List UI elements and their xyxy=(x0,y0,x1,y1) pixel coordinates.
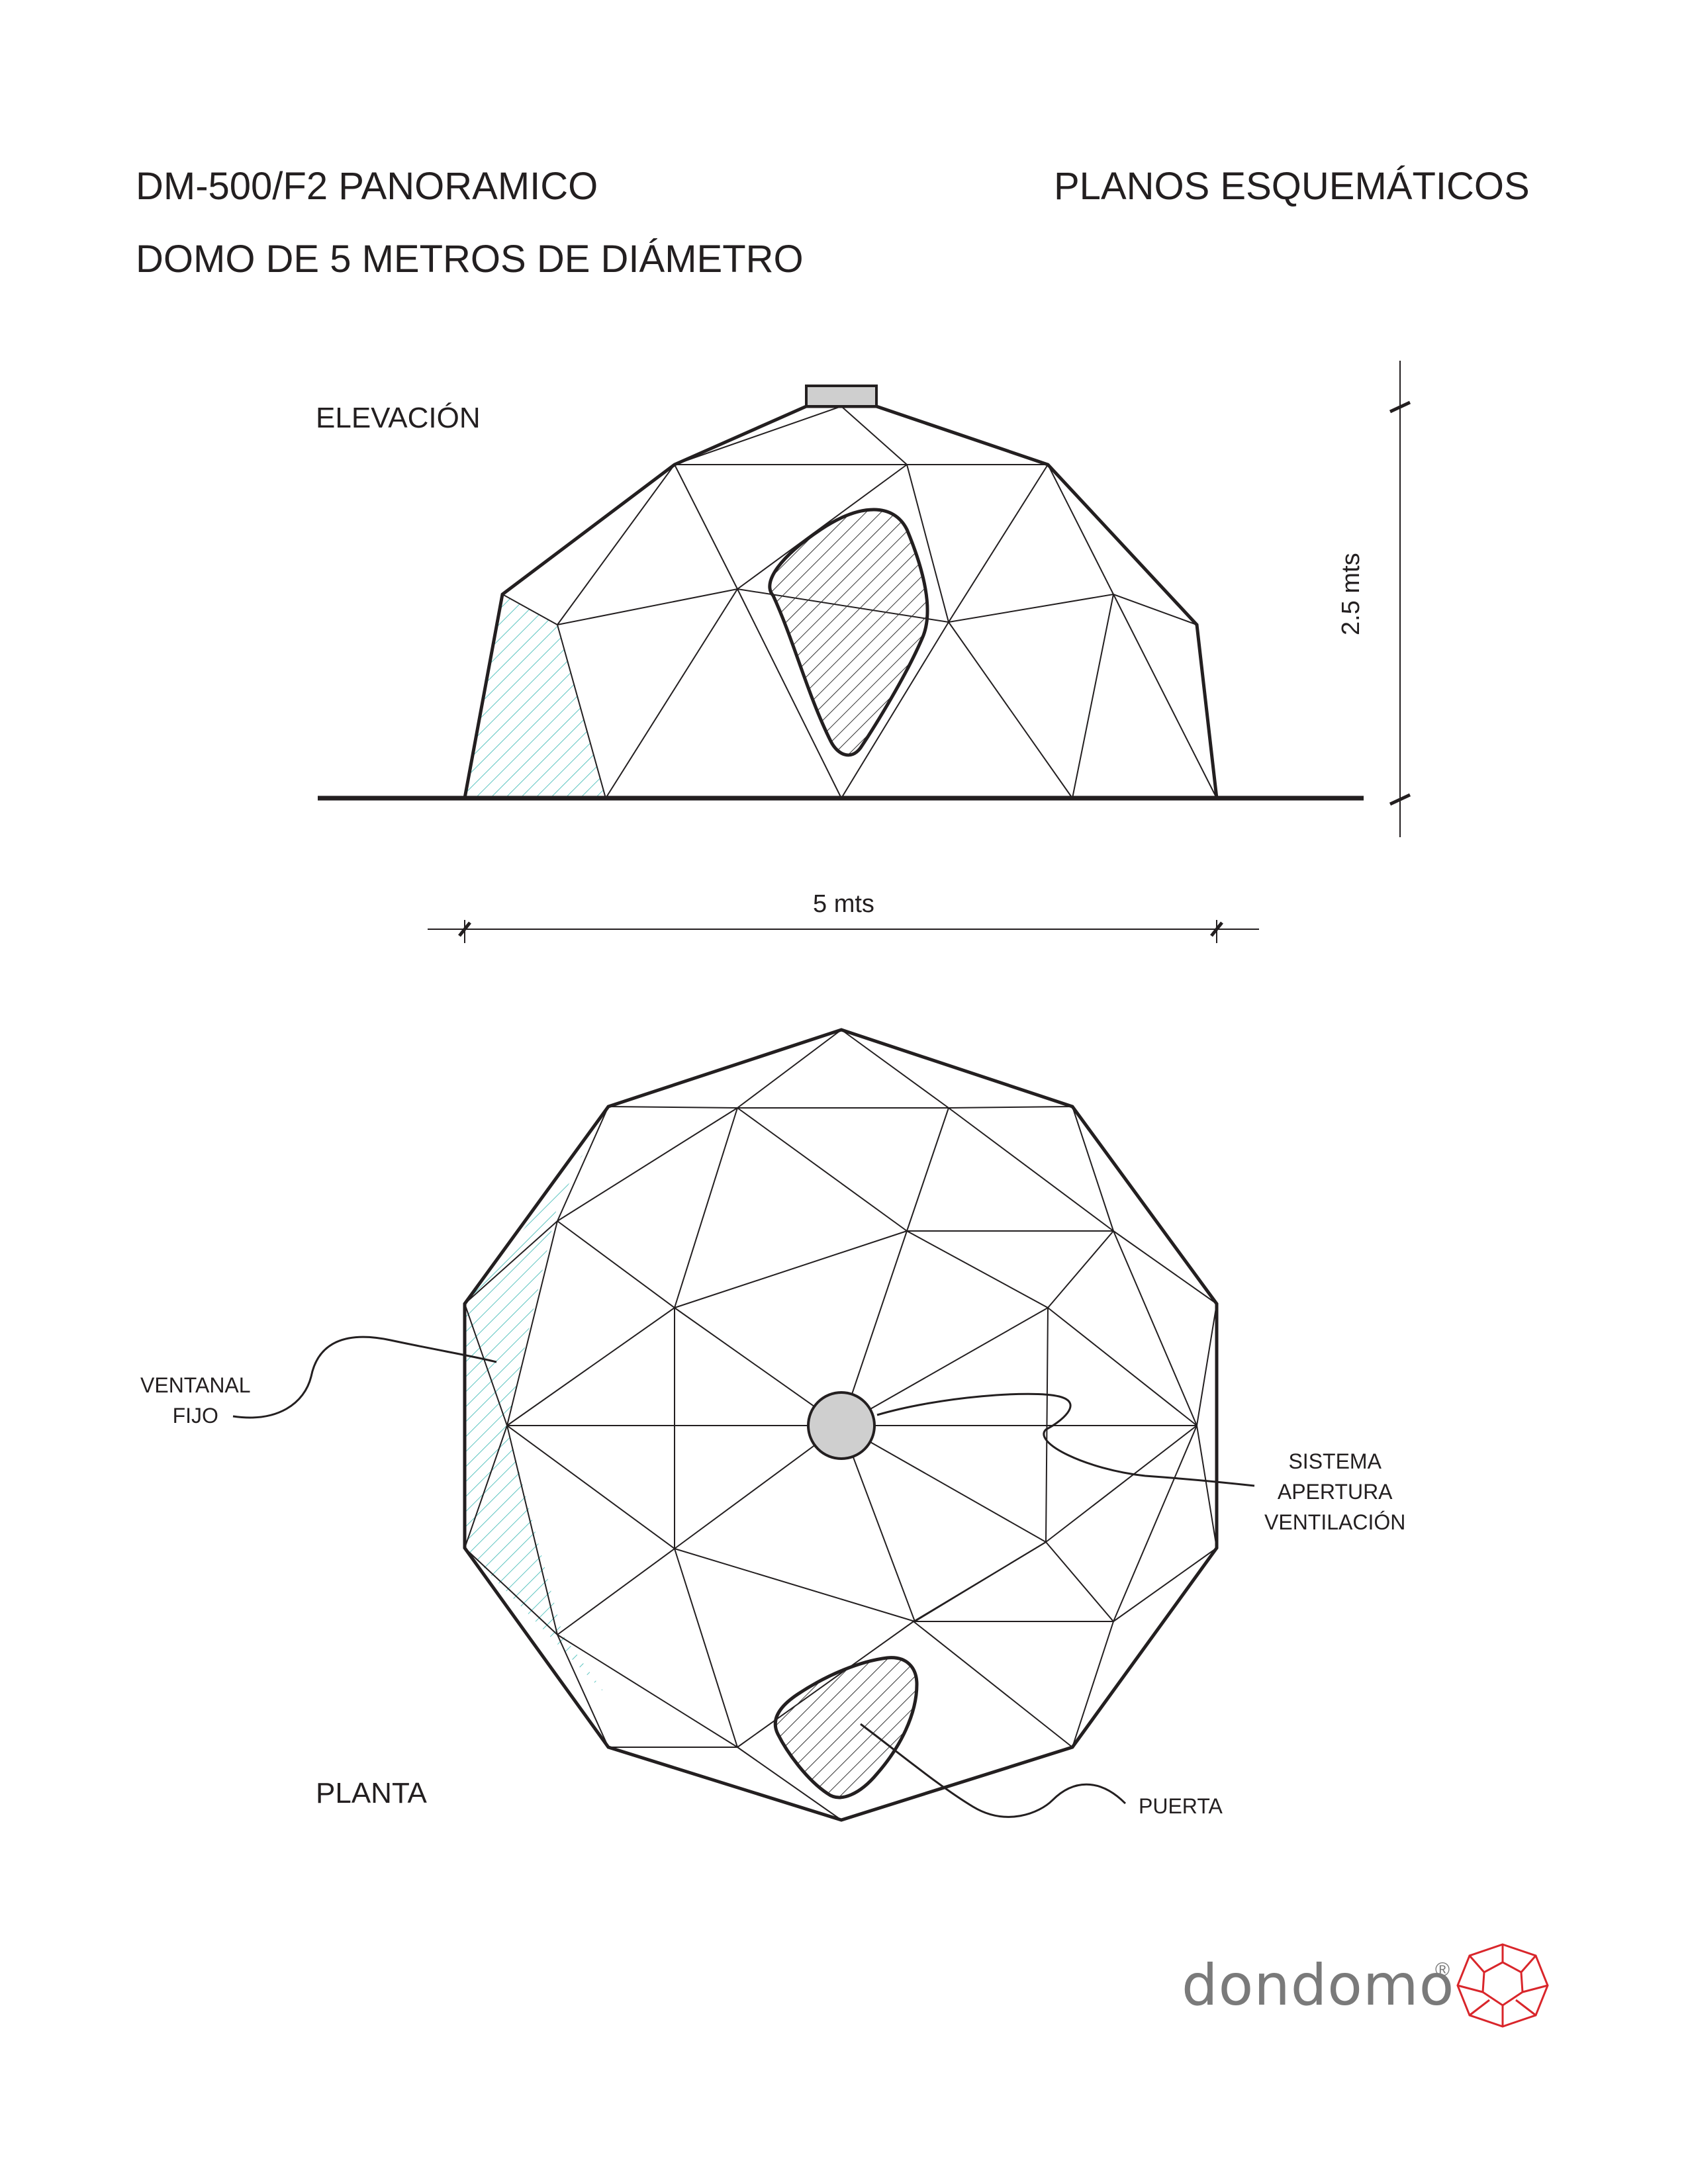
window-callout-label: VENTANAL FIJO xyxy=(140,1373,251,1428)
elevation-window-hatch xyxy=(465,594,606,798)
elevation-label: ELEVACIÓN xyxy=(316,402,481,434)
elevation-view xyxy=(318,361,1411,943)
dondomo-logo-icon xyxy=(1456,1943,1549,2028)
width-dimension-label: 5 mts xyxy=(813,890,874,918)
plan-label: PLANTA xyxy=(316,1777,427,1809)
vent-leader-line xyxy=(876,1392,1255,1487)
plan-view xyxy=(232,1028,1255,1822)
dome-subtitle: DOMO DE 5 METROS DE DIÁMETRO xyxy=(136,238,804,281)
elevation-vent-cap xyxy=(805,385,878,408)
brand-wordmark: dondomo xyxy=(1182,1952,1455,2019)
window-leader-line xyxy=(232,1336,497,1419)
plan-door xyxy=(773,1656,919,1799)
vent-callout-label: SISTEMA APERTURA VENTILACIÓN xyxy=(1264,1449,1406,1534)
door-callout-label: PUERTA xyxy=(1139,1794,1223,1818)
plan-outline xyxy=(463,1028,1219,1822)
model-title: DM-500/F2 PANORAMICO xyxy=(136,165,598,208)
elevation-door xyxy=(768,508,929,757)
door-leader-line xyxy=(860,1723,1127,1818)
plan-window-hatch xyxy=(465,1155,606,1694)
document-type: PLANOS ESQUEMÁTICOS xyxy=(1054,165,1530,208)
registered-mark: ® xyxy=(1435,1959,1450,1981)
plan-vent-circle xyxy=(807,1391,876,1460)
